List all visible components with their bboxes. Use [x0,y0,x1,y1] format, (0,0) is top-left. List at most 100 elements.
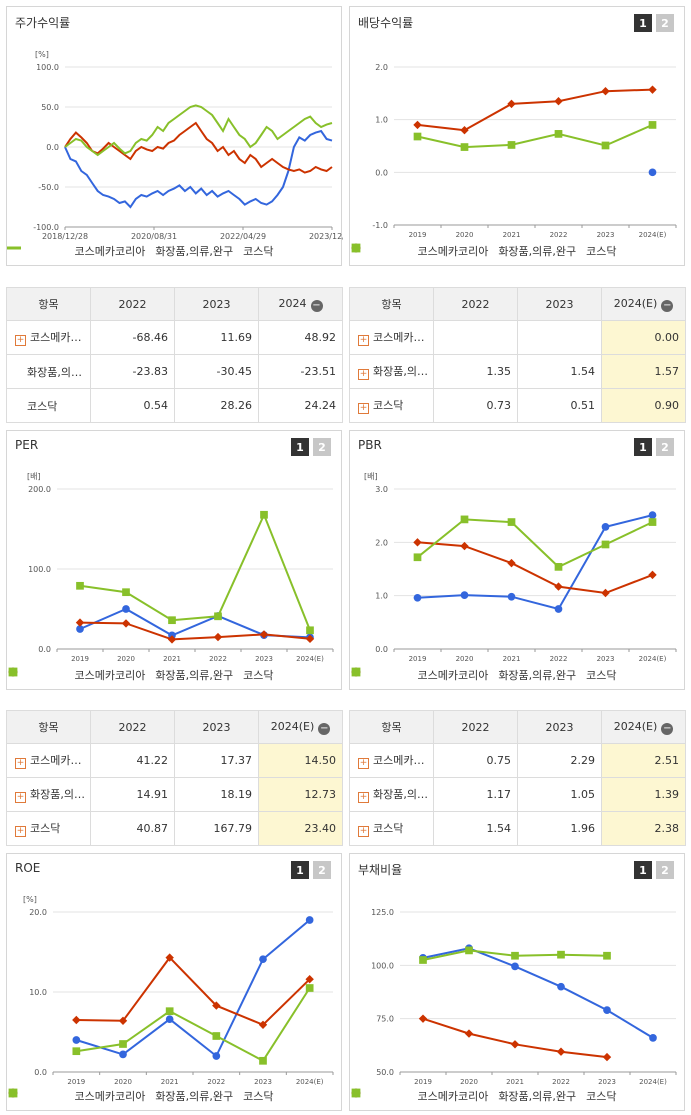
value-cell: 24.24 [258,388,343,423]
value-cell: 41.22 [90,743,175,778]
x-tick-label: 2023 [598,1078,616,1086]
legend-label: 화장품,의류,완구 [155,1090,234,1103]
legend-item[interactable]: 코스닥 [351,243,617,259]
expand-icon[interactable]: + [358,758,369,769]
expand-icon[interactable]: + [358,369,369,380]
page-1-button[interactable]: 1 [634,14,652,32]
row-name-cell[interactable]: + 코스닥 [349,388,434,423]
table-row: + 코스닥 40.87 167.79 23.40 [6,811,343,846]
column-header-label: 2024(E) [613,719,658,733]
expand-icon[interactable]: + [358,403,369,414]
legend-item[interactable]: 코스닥 [351,1088,617,1104]
x-tick-label: 2022 [552,1078,570,1086]
dividend-yield-panel: 배당수익률 1 2 2.0 1.0 0.0 -1.0 2019 2020 2021 2022 2… [349,6,685,266]
y-tick-label: -50.0 [38,183,59,192]
value-cell: 18.19 [174,777,259,812]
legend-item[interactable]: 화장품,의류,완구 [8,1088,234,1104]
value-cell: 0.00 [601,320,686,355]
row-name-cell[interactable]: + 코스닥 [6,811,91,846]
axis-unit: [%] [35,50,49,59]
data-point [460,591,469,599]
data-point [213,632,223,642]
data-point [510,1040,520,1049]
row-name: 코스메카… [373,754,425,767]
page-2-button[interactable]: 2 [656,14,674,32]
page-2-button[interactable]: 2 [313,438,331,456]
value-cell: 1.54 [517,354,602,389]
legend-item[interactable]: 화장품,의류,완구 [7,243,233,259]
page-2-button[interactable]: 2 [656,438,674,456]
data-point [122,588,130,597]
value-cell [517,320,602,355]
expand-icon[interactable]: + [15,335,26,346]
row-name-cell[interactable]: + 화장품,의… [6,777,91,812]
page-2-button[interactable]: 2 [656,861,674,879]
data-point [75,618,85,627]
debt-ratio-chart: 125.0 100.0 75.0 50.0 2019 2020 2021 2022 2023 20… [371,908,677,1086]
expand-icon[interactable]: + [15,792,26,803]
legend-item[interactable]: 화장품,의류,완구 [351,667,576,683]
collapse-icon[interactable]: − [661,722,674,735]
page-1-button[interactable]: 1 [291,438,309,456]
row-name-cell[interactable]: + 화장품,의… [349,777,434,812]
expand-icon[interactable]: + [358,826,369,837]
expand-icon[interactable]: + [15,758,26,769]
legend-swatch-icon [8,1088,18,1098]
legend-item[interactable]: 코스메카코리아 [8,667,145,683]
data-point [557,950,565,959]
legend-item[interactable]: 화장품,의류,완구 [351,243,576,259]
column-header-label: 2022 [461,720,490,734]
legend-label: 화장품,의류,완구 [155,669,234,682]
table-row: 화장품,의… -23.83 -30.45 -23.51 [6,354,343,389]
collapse-icon[interactable]: − [661,299,674,312]
legend-item[interactable]: 코스메카코리아 [351,667,488,683]
row-name-cell[interactable]: + 코스메카… [349,743,434,778]
data-point [165,1007,174,1016]
page-1-button[interactable]: 1 [291,861,309,879]
row-name-cell[interactable]: + 코스메카… [6,320,91,355]
table-row: 코스닥 0.54 28.26 24.24 [6,388,343,423]
expand-icon[interactable]: + [15,826,26,837]
page-1-button[interactable]: 1 [634,861,652,879]
roe-chart: [%] 20.0 10.0 0.0 2019 2020 2021 2022 2023 2024(E… [23,895,334,1086]
legend-item[interactable]: 화장품,의류,완구 [351,1088,576,1104]
roe-panel: ROE 1 2 [%] 20.0 10.0 0.0 2019 2020 2021 2022 20… [6,853,342,1111]
data-point [648,570,657,580]
legend-item[interactable]: 코스닥 [8,667,274,683]
page-1-button[interactable]: 1 [634,438,652,456]
legend-item[interactable]: 코스메카코리아 [7,243,145,259]
collapse-icon[interactable]: − [310,299,323,312]
expand-icon[interactable]: + [358,792,369,803]
row-name-cell[interactable]: + 화장품,의… [349,354,434,389]
expand-icon[interactable]: + [358,335,369,346]
legend-label: 코스메카코리아 [417,245,489,258]
value-cell: 12.73 [258,777,343,812]
y-tick-label: 1.0 [375,116,388,125]
legend-item[interactable]: 코스닥 [351,667,617,683]
legend-item[interactable]: 화장품,의류,완구 [8,667,234,683]
pager: 1 2 [634,14,674,32]
row-name-cell[interactable]: + 코스메카… [349,320,434,355]
series-line [76,987,311,1063]
column-header: 2022 [90,710,175,744]
legend-item[interactable]: 코스메카코리아 [351,243,489,259]
value-cell: 167.79 [174,811,259,846]
value-cell: 0.54 [90,388,175,423]
pager: 1 2 [291,438,331,456]
row-name-cell[interactable]: + 코스메카… [6,743,91,778]
legend-item[interactable]: 코스닥 [7,243,274,259]
collapse-icon[interactable]: − [318,722,331,735]
per-chart: [배] 200.0 100.0 0.0 2019 2020 2021 2022 2023 2024… [27,472,334,663]
value-cell: 0.51 [517,388,602,423]
row-name: 코스메카… [373,331,425,344]
row-name-cell[interactable]: + 코스닥 [349,811,434,846]
column-header-label: 2024(E) [270,719,315,733]
value-cell: -68.46 [90,320,175,355]
legend-label: 코스닥 [586,1090,617,1103]
data-point [460,541,469,551]
legend-item[interactable]: 코스메카코리아 [8,1088,145,1104]
legend-item[interactable]: 코스닥 [8,1088,274,1104]
legend-item[interactable]: 코스메카코리아 [351,1088,488,1104]
legend-marker [8,667,18,677]
page-2-button[interactable]: 2 [313,861,331,879]
